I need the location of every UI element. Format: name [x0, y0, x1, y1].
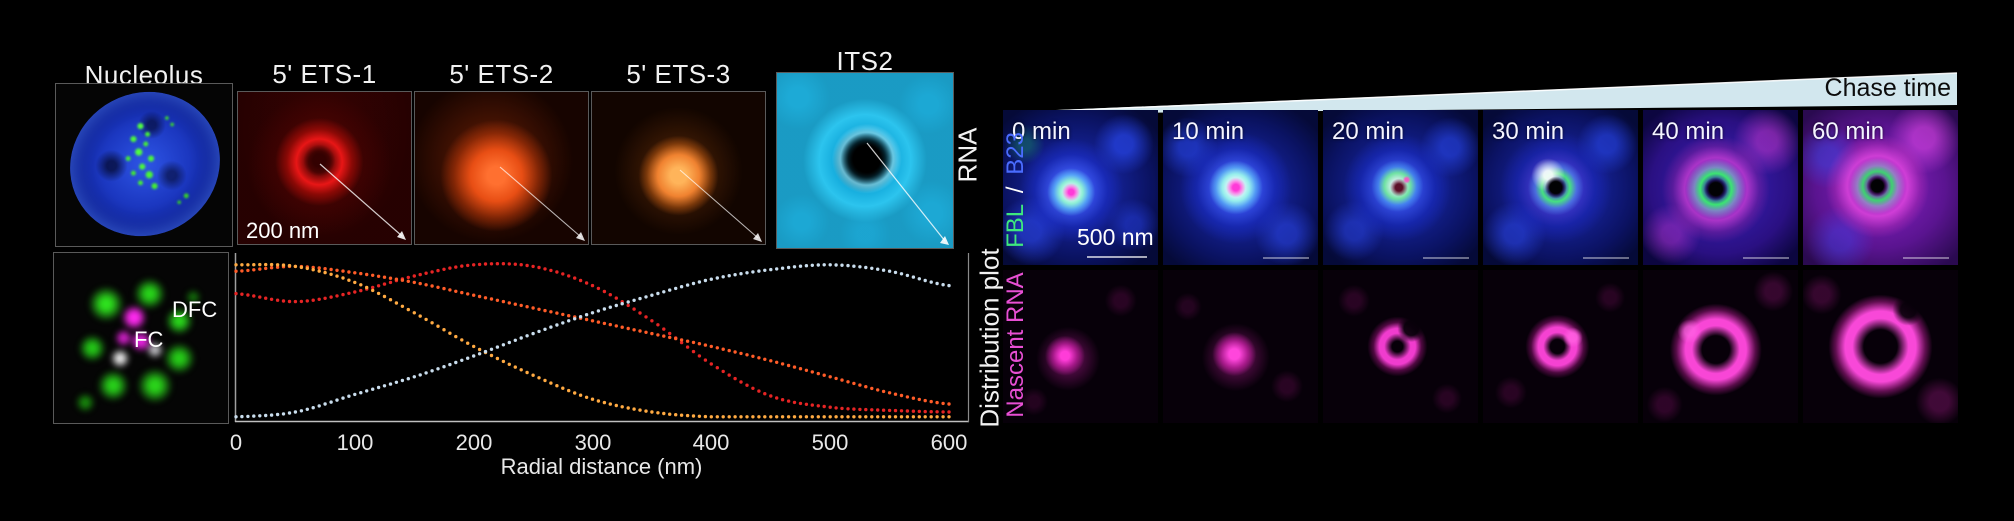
chase-panel-10min: 10 min: [1163, 110, 1318, 265]
direction-arrow: [866, 142, 949, 245]
chase-panel-0min: 0 min 500 nm: [1003, 110, 1158, 265]
rna-row-axis-label: RNA: [952, 127, 983, 183]
its2-image-panel: [776, 72, 954, 249]
series-5' ETS-3: [234, 262, 951, 419]
chase-time-label: Chase time: [1824, 74, 1951, 102]
series-ITS2: [234, 263, 951, 419]
time-label: 20 min: [1332, 118, 1405, 145]
scale-bar: [260, 244, 296, 245]
time-label: 60 min: [1812, 118, 1885, 145]
x-tick-label: 200: [455, 430, 493, 455]
panel-title-its2: ITS2: [836, 46, 894, 76]
x-tick-label: 0: [229, 430, 243, 455]
scale-bar: [1423, 257, 1469, 259]
x-tick-label: 100: [336, 430, 374, 455]
direction-arrow: [499, 166, 585, 241]
nascent-rna-panel-30min: [1483, 270, 1638, 423]
its2-fish-image: [777, 73, 953, 248]
b23-label: B23: [1002, 132, 1029, 175]
distribution-plot-axis-label: Distribution plot: [974, 248, 1005, 428]
x-tick-label: 400: [692, 430, 730, 455]
ets1-image-panel: 200 nm: [237, 91, 412, 245]
nascent-rna-panel-40min: [1643, 270, 1798, 423]
direction-arrow: [679, 169, 762, 242]
ets3-image-panel: [591, 91, 766, 245]
x-axis-title: Radial distance (nm): [500, 454, 703, 479]
dfc-label: DFC: [172, 297, 218, 322]
scale-bar: [1583, 257, 1629, 259]
scale-bar: [1087, 256, 1147, 258]
nascent-rna-panel-0min: [1003, 270, 1158, 423]
chase-panel-40min: 40 min: [1643, 110, 1798, 265]
x-tick-label: 300: [574, 430, 612, 455]
fbl-b23-axis-label: FBL / B23: [1002, 132, 1030, 248]
scale-bar-label: 500 nm: [1077, 224, 1154, 250]
nascent-rna-panel-60min: [1803, 270, 1958, 423]
panel-title-5ets1: 5' ETS-1: [272, 59, 377, 89]
nucleolus-speckles: [56, 84, 232, 246]
x-tick-label: 500: [811, 430, 849, 455]
chase-panel-20min: 20 min: [1323, 110, 1478, 265]
ets3-fish-image: [592, 92, 765, 244]
nascent-rna-axis-label: Nascent RNA: [1002, 272, 1029, 418]
time-label: 10 min: [1172, 118, 1245, 145]
panel-title-5ets3: 5' ETS-3: [626, 59, 731, 89]
nascent-rna-panel-10min: [1163, 270, 1318, 423]
time-label: 40 min: [1652, 118, 1725, 145]
scale-bar: [1743, 257, 1789, 259]
fc-dfc-image-panel: DFC FC: [53, 252, 229, 424]
fbl-label: FBL: [1002, 204, 1029, 248]
nascent-rna-panel-20min: [1323, 270, 1478, 423]
chase-panel-60min: 60 min: [1803, 110, 1958, 265]
scale-bar-label: 200 nm: [246, 218, 320, 243]
distribution-plot: [234, 253, 970, 423]
direction-arrow: [319, 163, 406, 240]
ets2-image-panel: [414, 91, 589, 245]
panel-title-5ets2: 5' ETS-2: [449, 59, 554, 89]
series-5' ETS-1: [234, 262, 951, 414]
scale-bar: [1263, 257, 1309, 259]
chase-panel-30min: 30 min: [1483, 110, 1638, 265]
chase-time-wedge: [1004, 72, 1958, 114]
fc-dfc-super-resolution-image: [54, 253, 228, 423]
fbl-b23-separator: /: [1002, 186, 1029, 194]
fc-label: FC: [134, 327, 164, 352]
scale-bar: [1903, 257, 1949, 259]
nucleolus-image-panel: [55, 83, 233, 247]
time-label: 30 min: [1492, 118, 1565, 145]
x-tick-label: 600: [930, 430, 968, 455]
time-label: 0 min: [1012, 118, 1071, 145]
